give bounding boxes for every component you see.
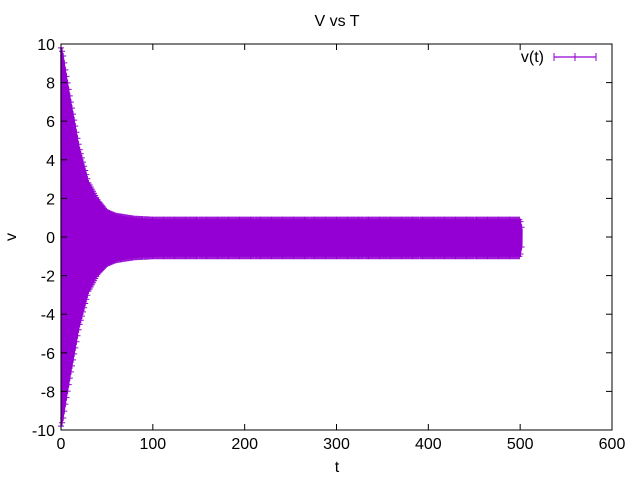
x-tick-label: 500 xyxy=(507,436,534,453)
y-tick-label: 10 xyxy=(37,37,55,54)
y-axis-label: v xyxy=(3,233,20,241)
y-tick-label: -2 xyxy=(41,269,55,286)
x-tick-label: 400 xyxy=(415,436,442,453)
y-tick-label: 8 xyxy=(46,76,55,93)
x-tick-label: 0 xyxy=(57,436,66,453)
legend-label-v: v(t) xyxy=(521,49,544,66)
x-tick-label: 100 xyxy=(139,436,166,453)
x-tick-label: 300 xyxy=(323,436,350,453)
y-tick-label: -4 xyxy=(41,307,55,324)
x-tick-label: 600 xyxy=(599,436,626,453)
ticks: 0 100 200 300 400 500 600 -10 -8 -6 -4 -2 0 2 4 6 8 10 xyxy=(32,37,626,453)
y-tick-label: 4 xyxy=(46,153,55,170)
x-tick-label: 200 xyxy=(231,436,258,453)
legend: v(t) xyxy=(521,49,597,66)
series-line-v xyxy=(60,47,523,426)
x-axis-label: t xyxy=(335,459,340,476)
data-layer xyxy=(58,44,525,430)
y-tick-label: 0 xyxy=(46,230,55,247)
y-tick-label: 6 xyxy=(46,114,55,131)
y-tick-label: -6 xyxy=(41,346,55,363)
y-tick-label: -10 xyxy=(32,423,55,440)
chart-title: V vs T xyxy=(314,13,359,30)
y-tick-label: 2 xyxy=(46,191,55,208)
y-tick-label: -8 xyxy=(41,384,55,401)
